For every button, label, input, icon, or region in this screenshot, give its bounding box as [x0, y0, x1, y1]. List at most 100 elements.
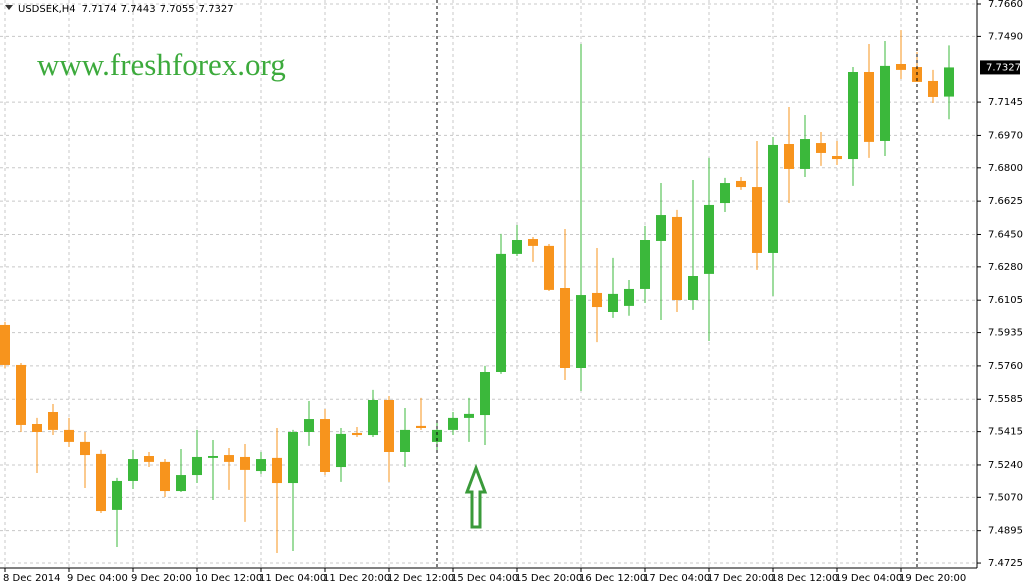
y-tick-label: 7.7490 — [988, 31, 1023, 42]
candle-body — [896, 64, 906, 70]
price-marker — [980, 60, 1020, 75]
price-marker-label: 7.7327 — [986, 62, 1021, 73]
candle-body — [32, 424, 42, 432]
x-tick-label: 17 Dec 04:00 — [643, 573, 710, 584]
header-low: 7.7055 — [160, 4, 195, 15]
candle-body — [784, 144, 794, 169]
candle-body — [928, 80, 938, 97]
y-tick-label: 7.4895 — [988, 526, 1023, 537]
y-tick-label: 7.4725 — [988, 558, 1023, 569]
candles — [0, 30, 954, 553]
candle-body — [272, 457, 282, 484]
candle-body — [112, 480, 122, 510]
x-tick-label: 12 Dec 12:00 — [387, 573, 454, 584]
candle-body — [512, 240, 522, 254]
x-tick-label: 11 Dec 20:00 — [323, 573, 390, 584]
header-open: 7.7174 — [82, 4, 117, 15]
candle-body — [768, 144, 778, 253]
candle-body — [656, 215, 666, 241]
header: USDSEK,H4 7.7174 7.7443 7.7055 7.7327 — [18, 4, 234, 15]
candle-body — [800, 139, 810, 169]
candle-body — [688, 276, 698, 300]
candle-body — [0, 324, 10, 365]
candle-body — [256, 459, 266, 472]
x-tick-label: 19 Dec 20:00 — [899, 573, 966, 584]
y-tick-label: 7.5935 — [988, 328, 1023, 339]
x-tick-label: 8 Dec 2014 — [3, 573, 61, 584]
x-tick-label: 17 Dec 20:00 — [707, 573, 774, 584]
candle-body — [416, 425, 426, 428]
candle-body — [544, 245, 554, 290]
x-tick-label: 15 Dec 20:00 — [515, 573, 582, 584]
y-tick-label: 7.6105 — [988, 295, 1023, 306]
header-high: 7.7443 — [121, 4, 156, 15]
y-tick-label: 7.6280 — [988, 262, 1023, 273]
candle-body — [304, 419, 314, 432]
candle-body — [880, 65, 890, 141]
candle-body — [16, 364, 26, 425]
x-tick-label: 16 Dec 12:00 — [579, 573, 646, 584]
y-tick-label: 7.5415 — [988, 427, 1023, 438]
y-tick-label: 7.7145 — [988, 97, 1023, 108]
candle-body — [720, 183, 730, 204]
x-tick-label: 19 Dec 04:00 — [835, 573, 902, 584]
candle-body — [80, 441, 90, 456]
y-tick-label: 7.6970 — [988, 130, 1023, 141]
candle-body — [624, 288, 634, 306]
candle-body — [576, 295, 586, 368]
candle-body — [320, 419, 330, 472]
x-tick-label: 10 Dec 12:00 — [195, 573, 262, 584]
candle-body — [224, 455, 234, 462]
candle-body — [496, 253, 506, 372]
candle-body — [192, 456, 202, 476]
candle-body — [144, 456, 154, 462]
y-tick-label: 7.6450 — [988, 229, 1023, 240]
x-tick-label: 9 Dec 20:00 — [131, 573, 192, 584]
x-tick-label: 11 Dec 04:00 — [259, 573, 326, 584]
candle-body — [704, 204, 714, 274]
candle-body — [288, 432, 298, 484]
watermark: www.freshforex.org — [37, 47, 286, 82]
y-tick-label: 7.5760 — [988, 361, 1023, 372]
candle-body — [240, 456, 250, 470]
candle-body — [64, 429, 74, 442]
candle-body — [432, 429, 442, 442]
candle-body — [384, 400, 394, 452]
candle-body — [640, 240, 650, 289]
candle-body — [464, 413, 474, 418]
y-tick-label: 7.5240 — [988, 460, 1023, 471]
candle-body — [608, 293, 618, 312]
candle-body — [208, 456, 218, 458]
y-tick-label: 7.5070 — [988, 492, 1023, 503]
candle-body — [352, 432, 362, 436]
candle-body — [448, 417, 458, 430]
candle-body — [848, 72, 858, 160]
menu-icon — [5, 5, 13, 10]
arrow — [464, 463, 488, 529]
candle-body — [48, 412, 58, 430]
y-tick-label: 7.5585 — [988, 394, 1023, 405]
candle-body — [96, 453, 106, 512]
y-tick-label: 7.6800 — [988, 163, 1023, 174]
candle-body — [736, 180, 746, 188]
candle-body — [160, 461, 170, 492]
candle-body — [368, 400, 378, 436]
x-tick-label: 15 Dec 04:00 — [451, 573, 518, 584]
candle-body — [528, 239, 538, 246]
candle-body — [400, 429, 410, 452]
candle-body — [752, 187, 762, 253]
candle-body — [480, 372, 490, 416]
y-tick-label: 7.6625 — [988, 196, 1023, 207]
y-tick-label: 7.7660 — [988, 0, 1023, 10]
candle-body — [336, 433, 346, 468]
header-close: 7.7327 — [199, 4, 234, 15]
candle-body — [864, 72, 874, 142]
x-tick-label: 18 Dec 12:00 — [771, 573, 838, 584]
candle-body — [176, 475, 186, 492]
candle-body — [944, 67, 954, 97]
symbol: USDSEK,H4 — [18, 4, 76, 15]
candle-body — [128, 459, 138, 481]
candle-body — [672, 216, 682, 300]
candle-body — [832, 156, 842, 160]
